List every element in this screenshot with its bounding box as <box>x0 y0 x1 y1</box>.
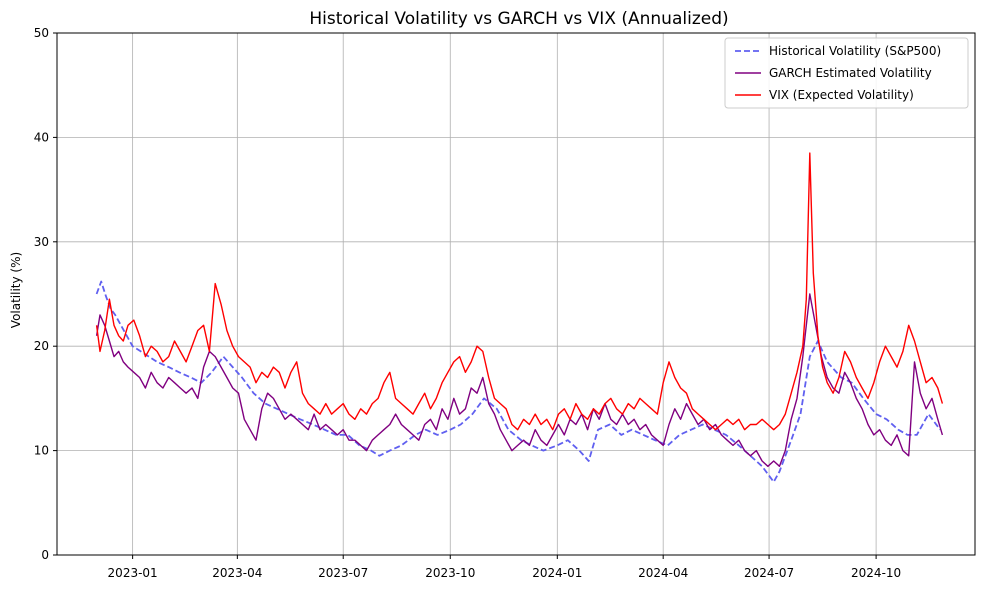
chart-title: Historical Volatility vs GARCH vs VIX (A… <box>309 9 728 29</box>
legend-box <box>724 37 969 109</box>
y-axis-label: Volatility (%) <box>9 252 23 328</box>
series-line-0 <box>95 280 941 483</box>
legend-label-1: GARCH Estimated Volatility <box>769 66 932 80</box>
x-tick-label: 2023-01 <box>108 566 158 580</box>
plot-area <box>57 33 975 555</box>
y-tick-label: 20 <box>34 339 49 353</box>
x-tick-label: 2024-04 <box>638 566 688 580</box>
series-layer <box>95 152 944 483</box>
y-tick-label: 0 <box>41 548 49 562</box>
x-tick-label: 2024-07 <box>744 566 794 580</box>
legend-label-0: Historical Volatility (S&P500) <box>769 44 941 58</box>
y-axis: 0 10 20 30 40 50 <box>34 26 57 562</box>
x-tick-label: 2024-10 <box>851 566 901 580</box>
x-tick-label: 2023-10 <box>425 566 475 580</box>
x-axis: 2023-01 2023-04 2023-07 2023-10 2024-01 2024-… <box>108 555 901 580</box>
x-tick-label: 2023-04 <box>212 566 262 580</box>
legend: Historical Volatility (S&P500) GARCH Esti… <box>724 37 969 109</box>
legend-label-2: VIX (Expected Volatility) <box>769 88 914 102</box>
series-line-1 <box>95 293 944 467</box>
x-tick-label: 2024-01 <box>532 566 582 580</box>
y-tick-label: 30 <box>34 235 49 249</box>
x-tick-label: 2023-07 <box>318 566 368 580</box>
y-tick-label: 10 <box>34 444 49 458</box>
axis-frame <box>56 32 976 556</box>
y-tick-label: 50 <box>34 26 49 40</box>
series-line-2 <box>95 152 944 431</box>
y-tick-label: 40 <box>34 130 49 144</box>
